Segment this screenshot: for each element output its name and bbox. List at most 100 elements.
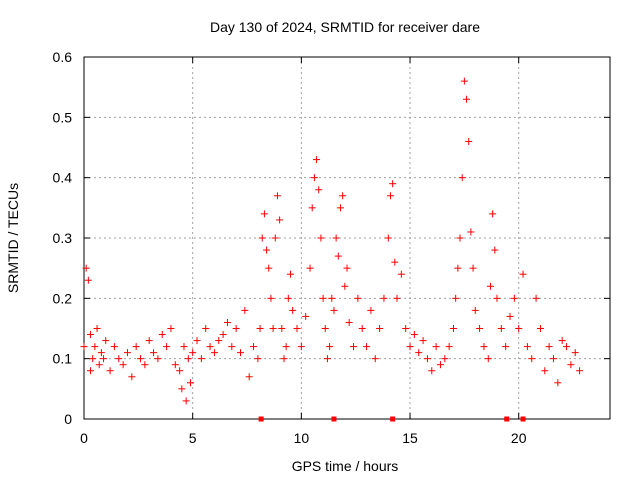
data-point: [406, 343, 414, 351]
data-point: [558, 337, 566, 345]
baseline-marker: [258, 416, 264, 422]
data-point: [465, 137, 473, 145]
data-point: [206, 343, 214, 351]
data-point: [452, 294, 460, 302]
y-tick-label: 0: [64, 411, 72, 427]
data-point: [549, 355, 557, 363]
data-point: [428, 367, 436, 375]
data-point: [345, 318, 353, 326]
data-point: [380, 294, 388, 302]
data-point: [102, 337, 110, 345]
data-point: [321, 325, 329, 332]
data-point: [87, 367, 95, 375]
data-point: [163, 343, 171, 351]
data-point: [87, 331, 95, 339]
data-point: [310, 174, 318, 182]
data-point: [458, 174, 466, 182]
data-point: [223, 318, 231, 326]
data-point: [306, 264, 314, 272]
data-point: [132, 343, 140, 351]
data-point: [137, 355, 145, 363]
data-point: [215, 337, 223, 345]
data-point: [193, 337, 201, 345]
data-point: [541, 367, 549, 375]
data-point: [241, 306, 249, 314]
data-point: [278, 325, 286, 332]
data-point: [410, 331, 418, 339]
data-point: [189, 349, 197, 357]
data-point: [91, 343, 99, 351]
data-point: [519, 270, 527, 278]
data-point: [486, 282, 494, 290]
data-point: [419, 337, 427, 345]
data-point: [567, 361, 575, 369]
data-point: [286, 270, 294, 278]
data-point: [471, 306, 479, 314]
data-point: [367, 306, 375, 314]
data-point: [273, 192, 281, 200]
data-point: [276, 216, 284, 224]
data-point: [391, 258, 399, 266]
data-point: [158, 331, 166, 339]
data-point: [187, 379, 195, 387]
data-point: [397, 270, 405, 278]
data-point: [317, 234, 325, 242]
data-point: [332, 234, 340, 242]
data-point: [502, 343, 510, 351]
data-point: [330, 306, 338, 314]
data-point: [106, 367, 114, 375]
data-point: [197, 355, 205, 363]
data-point: [463, 95, 471, 103]
data-point: [250, 343, 258, 351]
data-point: [326, 343, 334, 351]
data-point: [576, 367, 584, 375]
baseline-marker: [331, 416, 337, 422]
data-point: [154, 355, 162, 363]
data-point: [497, 325, 505, 332]
data-point: [571, 349, 579, 357]
data-point: [536, 325, 544, 332]
data-point: [386, 192, 394, 200]
data-point: [339, 192, 347, 200]
data-point: [210, 349, 218, 357]
data-point: [371, 355, 379, 363]
data-point: [293, 325, 301, 332]
data-point: [265, 264, 273, 272]
data-point: [315, 186, 323, 194]
y-tick-label: 0.4: [53, 170, 73, 186]
data-point: [358, 325, 366, 332]
data-point: [491, 246, 499, 254]
y-tick-label: 0.1: [53, 351, 73, 367]
data-point: [341, 282, 349, 290]
data-point: [350, 343, 358, 351]
data-point: [554, 379, 562, 387]
data-point: [95, 361, 103, 369]
data-point: [363, 343, 371, 351]
data-point: [115, 355, 123, 363]
y-tick-label: 0.5: [53, 109, 73, 125]
data-point: [100, 355, 108, 363]
data-point: [515, 325, 523, 332]
baseline-markers: [258, 416, 526, 422]
data-point: [184, 355, 192, 363]
data-point: [489, 210, 497, 218]
data-point: [289, 306, 297, 314]
data-points: [80, 77, 584, 405]
data-point: [176, 367, 184, 375]
data-point: [97, 349, 105, 357]
y-tick-label: 0.2: [53, 290, 73, 306]
data-point: [167, 325, 175, 332]
data-point: [436, 361, 444, 369]
data-point: [202, 325, 210, 332]
x-tick-label: 5: [189, 430, 197, 446]
data-point: [484, 355, 492, 363]
data-point: [232, 325, 240, 332]
data-point: [219, 331, 227, 339]
data-point: [415, 349, 423, 357]
data-point: [441, 355, 449, 363]
axis-ticks: 0 0.1 0.2 0.3 0.4 0.5 0.6 0 5 10 15 20: [53, 49, 610, 446]
data-point: [532, 294, 540, 302]
data-point: [84, 276, 92, 284]
data-point: [178, 385, 186, 393]
